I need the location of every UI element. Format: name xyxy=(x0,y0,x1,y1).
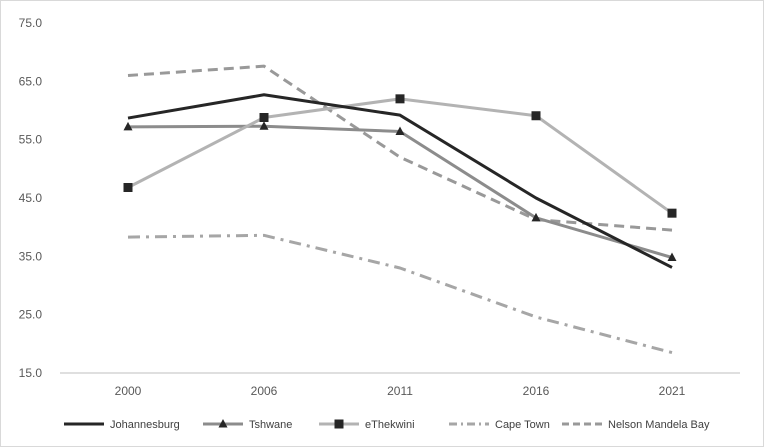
data-point-marker xyxy=(123,121,133,131)
y-tick-label: 45.0 xyxy=(19,191,43,205)
y-tick-label: 75.0 xyxy=(19,16,43,30)
series-layer xyxy=(123,64,677,355)
series-line xyxy=(127,93,673,269)
legend-label: Tshwane xyxy=(249,419,292,431)
x-tick-label: 2021 xyxy=(659,384,686,398)
data-point-marker xyxy=(123,183,133,192)
y-tick-label: 35.0 xyxy=(19,249,43,263)
series-tshwane xyxy=(123,121,677,261)
legend-marker xyxy=(334,419,344,429)
legend-item: Cape Town xyxy=(449,419,550,431)
legend-label: Cape Town xyxy=(495,419,550,431)
data-point-marker xyxy=(395,126,405,135)
data-point-marker xyxy=(259,113,269,122)
legend-item: Nelson Mandela Bay xyxy=(562,419,710,431)
x-tick-label: 2011 xyxy=(387,384,413,398)
y-tick-label: 65.0 xyxy=(19,74,43,88)
y-tick-label: 25.0 xyxy=(19,308,43,322)
data-point-marker xyxy=(531,212,541,222)
legend-label: Nelson Mandela Bay xyxy=(608,419,710,431)
data-point-marker xyxy=(395,94,405,104)
x-axis: 2000 2006 2011 2016 2021 xyxy=(115,384,686,398)
series-ethekwini xyxy=(123,94,677,218)
series-johannesburg xyxy=(127,93,673,269)
legend-label: eThekwini xyxy=(365,419,415,431)
legend-item: eThekwini xyxy=(319,419,415,431)
legend: Johannesburg Tshwane eThekwini Cape Town Nel… xyxy=(64,419,710,431)
data-point-marker xyxy=(259,121,269,130)
x-tick-label: 2000 xyxy=(115,384,142,398)
data-point-marker xyxy=(667,252,677,261)
legend-item: Johannesburg xyxy=(64,419,180,431)
data-point-marker xyxy=(531,111,541,121)
series-line xyxy=(127,233,673,355)
x-tick-label: 2006 xyxy=(251,384,278,398)
legend-label: Johannesburg xyxy=(110,419,180,431)
series-cape-town xyxy=(127,233,673,355)
legend-marker xyxy=(218,419,228,428)
y-tick-label: 15.0 xyxy=(19,366,43,380)
data-point-marker xyxy=(667,208,677,218)
x-tick-label: 2016 xyxy=(523,384,550,398)
legend-item: Tshwane xyxy=(203,419,292,431)
y-axis: 15.0 25.0 35.0 45.0 55.0 65.0 75.0 xyxy=(19,16,43,380)
y-tick-label: 55.0 xyxy=(19,133,43,147)
